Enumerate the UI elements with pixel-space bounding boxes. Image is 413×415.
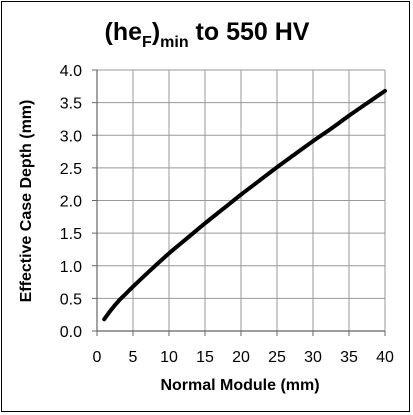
x-tick-label-6: 30: [304, 349, 322, 366]
chart-title-part3: to 550 HV: [189, 18, 310, 46]
x-tick-label-3: 15: [196, 349, 214, 366]
chart-title: (heF)min to 550 HV: [105, 18, 310, 51]
y-tick-label-7: 3.5: [60, 96, 82, 113]
y-tick-label-4: 2.0: [60, 194, 82, 211]
grid-lines: [96, 69, 386, 332]
tick-labels: 0 5 10 15 20 25 30 35 40 0.0 0.5 1.0 1.5 2.0 2.5 3.0 3.5…: [60, 63, 394, 366]
x-tick-label-2: 10: [160, 349, 178, 366]
x-tick-label-8: 40: [376, 349, 394, 366]
y-tick-label-0: 0.0: [60, 324, 82, 341]
y-tick-label-5: 2.5: [60, 161, 82, 178]
x-tick-label-7: 35: [340, 349, 358, 366]
y-tick-label-1: 0.5: [60, 291, 82, 308]
series-line-0: [102, 88, 387, 322]
series-layer: [102, 88, 387, 322]
x-axis-label: Normal Module (mm): [160, 377, 319, 394]
y-axis-label: Effective Case Depth (mm): [18, 100, 35, 303]
x-tick-label-1: 5: [129, 349, 138, 366]
x-tick-label-0: 0: [93, 349, 102, 366]
chart-title-part2: ): [152, 18, 160, 46]
chart-title-subscript-f: F: [142, 34, 152, 51]
chart-title-part1: (he: [105, 18, 143, 46]
y-tick-label-3: 1.5: [60, 226, 82, 243]
x-tick-label-4: 20: [232, 349, 250, 366]
chart-title-subscript-min: min: [160, 34, 188, 51]
y-tick-label-2: 1.0: [60, 259, 82, 276]
y-tick-label-6: 3.0: [60, 128, 82, 145]
x-tick-label-5: 25: [268, 349, 286, 366]
axes: [92, 69, 386, 336]
y-tick-label-8: 4.0: [60, 63, 82, 80]
